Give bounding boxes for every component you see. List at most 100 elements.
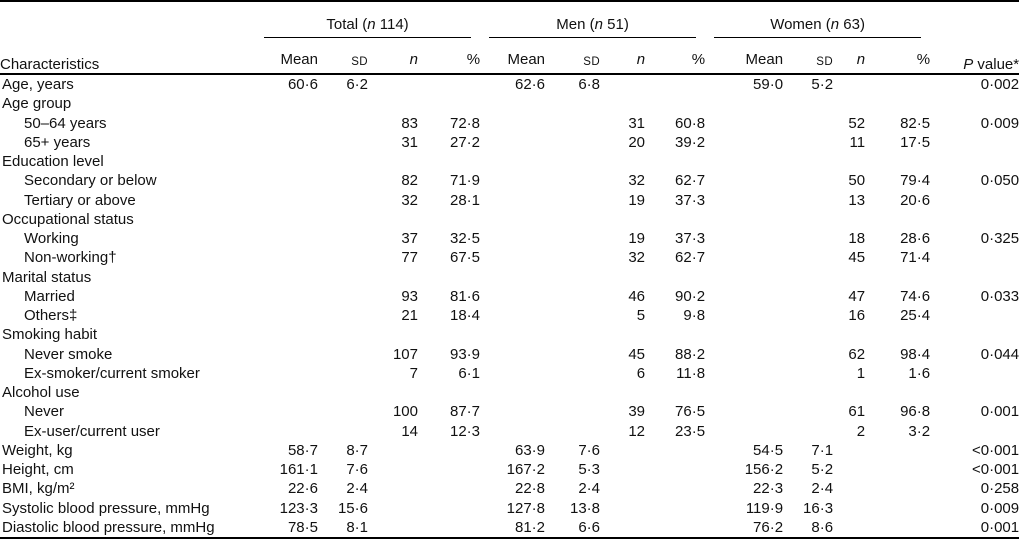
women-pct-cell: 28·6 (900, 230, 931, 247)
women-mean-cell (705, 422, 783, 441)
men-sd-cell (545, 306, 600, 325)
row-label: Weight, kg (2, 441, 73, 459)
men-sd-cell (545, 248, 600, 267)
men-mean-cell (480, 248, 545, 267)
total-mean-cell (255, 364, 318, 383)
characteristics-header: Characteristics (0, 1, 255, 74)
total-mean-cell: 78·5 (287, 518, 318, 536)
women-sd-cell (783, 94, 833, 113)
men-sd-cell (545, 287, 600, 306)
men-n-cell (600, 74, 645, 94)
men-pct-cell: 37·3 (675, 230, 706, 247)
women-sd-cell (783, 248, 833, 267)
women-sd-cell (783, 210, 833, 229)
total-n-cell: 77 (401, 249, 418, 267)
men-pct-cell: 23·5 (675, 422, 706, 440)
total-sd-cell (318, 191, 368, 210)
men-n-cell (600, 94, 645, 113)
men-mean-cell (480, 383, 545, 402)
women-mean-cell (705, 306, 783, 325)
women-sd-cell (783, 287, 833, 306)
total-n-header: n (409, 51, 418, 68)
row-label: Others‡ (24, 307, 78, 324)
women-mean-cell (705, 402, 783, 421)
total-pct-cell: 18·4 (450, 307, 481, 324)
women-label-suffix: 63) (839, 16, 865, 33)
women-pct-cell (865, 210, 930, 229)
total-sd-cell (318, 152, 368, 171)
men-n-cell: 19 (628, 191, 646, 209)
men-pct-cell (645, 499, 705, 518)
men-mean-cell: 63·9 (515, 441, 546, 459)
women-sd-cell: 7·1 (811, 441, 834, 459)
table-row: 50–64 years 83 72·8 31 60·8 52 82·5 0·009 (0, 114, 1019, 133)
men-pct-cell: 90·2 (675, 287, 706, 305)
total-pct-cell (418, 460, 480, 479)
women-mean-cell: 156·2 (744, 461, 784, 478)
total-mean-cell (255, 402, 318, 421)
table-row: Working 37 32·5 19 37·3 18 28·6 0·325 (0, 229, 1019, 248)
p-value-cell (930, 133, 1019, 152)
total-sd-cell (318, 422, 368, 441)
total-pct-cell (418, 441, 480, 460)
men-n-cell (600, 460, 645, 479)
women-pct-cell (865, 74, 930, 94)
total-n-cell: 100 (392, 403, 418, 421)
women-mean-cell (705, 191, 783, 210)
total-mean-cell (255, 383, 318, 402)
total-n-cell: 7 (409, 364, 418, 382)
total-group-label: Total (n 114) (264, 16, 472, 38)
group-header-men: Men (n 51) (480, 1, 705, 38)
total-pct-cell (418, 152, 480, 171)
total-n-symbol: n (367, 16, 376, 33)
subheader-row: Mean SD n % Mean SD n % Mean SD n % (0, 38, 1019, 74)
men-n-cell (600, 152, 645, 171)
total-n-cell: 83 (401, 114, 418, 132)
women-sd-cell: 8·6 (811, 518, 834, 536)
total-pct-cell (418, 383, 480, 402)
women-sd-cell (783, 422, 833, 441)
row-label: 65+ years (24, 133, 91, 151)
men-sd-cell: 6·6 (578, 518, 601, 536)
men-sd-cell (545, 383, 600, 402)
women-n-cell (833, 441, 865, 460)
men-mean-cell (480, 152, 545, 171)
men-mean-cell (480, 287, 545, 306)
table-row: BMI, kg/m² 22·6 2·4 22·8 2·4 22·3 2·4 0·258 (0, 479, 1019, 498)
total-n-cell (368, 460, 418, 479)
women-n-cell (833, 74, 865, 94)
total-n-cell: 93 (401, 287, 418, 305)
row-label: Smoking habit (2, 326, 98, 344)
men-pct-cell: 11·8 (676, 364, 706, 382)
table-row: Age group (0, 94, 1019, 113)
total-label-prefix: Total ( (326, 16, 368, 33)
row-label: Occupational status (2, 210, 134, 228)
p-value-cell (930, 325, 1019, 344)
women-mean-cell: 54·5 (753, 441, 784, 459)
men-n-symbol: n (594, 16, 603, 33)
row-label: Ex-smoker/current smoker (24, 364, 200, 382)
women-sd-cell (783, 402, 833, 421)
p-value-cell (930, 364, 1019, 383)
characteristics-label: Characteristics (0, 56, 100, 73)
total-pct-header: % (466, 51, 481, 68)
men-pct-cell: 39·2 (675, 133, 706, 151)
women-sd-cell (783, 345, 833, 364)
men-mean-cell (480, 114, 545, 133)
men-pct-cell: 37·3 (675, 191, 706, 209)
women-sd-cell (783, 325, 833, 344)
men-mean-cell (480, 191, 545, 210)
women-pct-cell: 71·4 (900, 249, 931, 267)
total-sd-cell (318, 364, 368, 383)
men-n-cell (600, 325, 645, 344)
total-pct-cell: 67·5 (450, 249, 481, 267)
p-value-cell (930, 306, 1019, 325)
women-sd-cell (783, 268, 833, 287)
women-pct-cell: 74·6 (900, 287, 931, 305)
table-row: Non-working† 77 67·5 32 62·7 45 71·4 (0, 248, 1019, 267)
p-value-cell: <0·001 (971, 441, 1019, 459)
women-n-symbol: n (830, 16, 840, 33)
women-pct-cell (865, 460, 930, 479)
men-sd-cell (545, 345, 600, 364)
